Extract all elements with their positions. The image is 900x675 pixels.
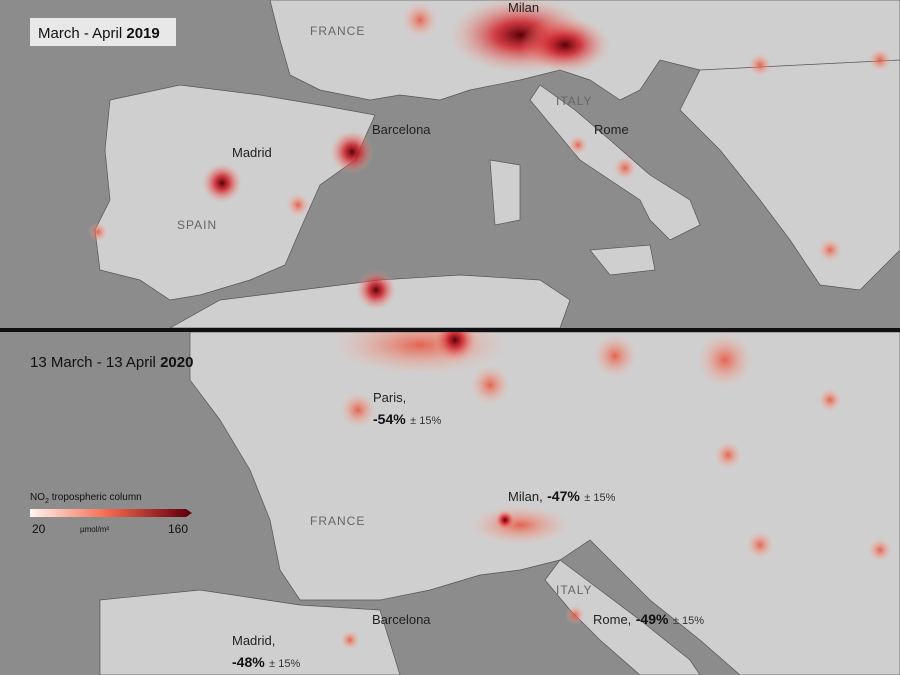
hotspot	[330, 130, 374, 174]
city-label: Madrid,	[232, 633, 275, 648]
panel-title: March - April 2019	[38, 25, 160, 42]
hotspot	[714, 441, 742, 469]
legend-unit: µmol/m²	[80, 525, 109, 534]
title-box	[30, 18, 176, 46]
error: ± 15%	[269, 658, 300, 670]
hotspot	[593, 334, 637, 378]
hotspot	[565, 605, 585, 625]
country-label: FRANCE	[310, 514, 365, 528]
hotspot	[818, 238, 842, 262]
land-italy	[544, 559, 701, 675]
city-change: Rome, -49% ± 15%	[593, 611, 704, 628]
hotspot	[88, 222, 108, 242]
hotspot	[613, 156, 637, 180]
legend-title: NO2 tropospheric column	[30, 492, 142, 506]
hotspot	[356, 270, 396, 310]
city-label: Rome,	[593, 612, 631, 627]
year: 2019	[126, 25, 159, 42]
legend-no: NO	[30, 492, 45, 503]
country-label: ITALY	[556, 583, 593, 597]
country-label: FRANCE	[310, 24, 365, 38]
panel-title: 13 March - 13 April 2020	[30, 354, 193, 371]
change: -49%	[636, 611, 669, 627]
top-hotspots	[88, 0, 892, 310]
hotspot	[340, 630, 360, 650]
hotspot	[286, 193, 310, 217]
land-sardinia	[489, 159, 521, 226]
change: -47%	[547, 488, 580, 504]
error: ± 15%	[584, 492, 615, 504]
legend-title-rest: tropospheric column	[52, 492, 142, 503]
legend-min: 20	[32, 522, 46, 536]
bottom-panel: 13 March - 13 April 2020 Paris, -54% ± 1…	[0, 332, 900, 675]
land-balkans	[679, 59, 900, 291]
city-label: Madrid	[232, 145, 272, 160]
hotspot	[495, 510, 515, 530]
top-panel: March - April 2019 FRANCE Milan ITALY Ro…	[0, 0, 900, 328]
hotspot	[697, 332, 753, 388]
hotspot	[568, 135, 588, 155]
hotspot	[746, 531, 774, 559]
hotspot	[202, 163, 242, 203]
hotspot	[470, 505, 570, 545]
hotspot	[818, 388, 842, 412]
city-label: Milan	[508, 0, 539, 15]
hotspot	[433, 332, 477, 362]
city-change: Milan, -47% ± 15%	[508, 488, 616, 505]
hotspot	[520, 17, 610, 73]
period: 13 March - 13 April	[30, 354, 156, 371]
country-label: SPAIN	[177, 218, 217, 232]
hotspot	[868, 538, 892, 562]
change: -48%	[232, 654, 265, 670]
error: ± 15%	[673, 615, 704, 627]
city-change: -48% ± 15%	[232, 654, 300, 671]
error: ± 15%	[410, 415, 441, 427]
period: March - April	[38, 25, 122, 42]
land-iberia	[99, 589, 401, 675]
city-change: -54% ± 15%	[373, 411, 441, 428]
city-label: Rome	[594, 122, 629, 137]
land-sicily	[589, 244, 656, 276]
city-label: Paris,	[373, 390, 406, 405]
city-label: Barcelona	[372, 122, 431, 137]
hotspot	[402, 2, 438, 38]
hotspot	[470, 365, 510, 405]
legend-bar	[30, 509, 186, 517]
legend-arrow	[186, 509, 192, 517]
change: -54%	[373, 411, 406, 427]
hotspot	[340, 392, 376, 428]
legend: NO2 tropospheric column 20 µmol/m² 160	[30, 492, 192, 536]
city-label: Barcelona	[372, 612, 431, 627]
legend-max: 160	[168, 522, 188, 536]
country-label: ITALY	[556, 94, 593, 108]
divider	[0, 328, 900, 332]
city-label: Milan,	[508, 489, 543, 504]
bottom-hotspots	[330, 332, 892, 650]
hotspot	[868, 48, 892, 72]
year: 2020	[160, 354, 193, 371]
legend-subscript: 2	[45, 498, 49, 505]
hotspot	[748, 53, 772, 77]
